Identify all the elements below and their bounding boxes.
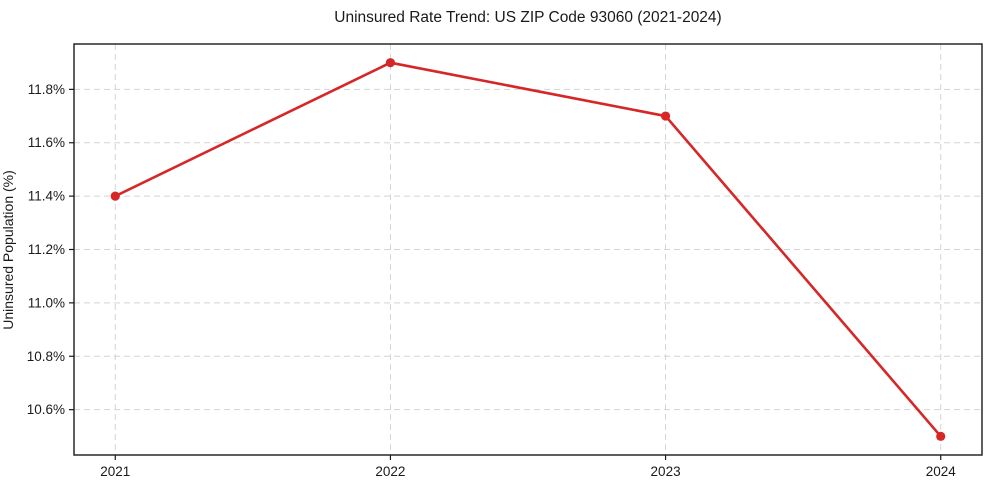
data-point-marker: [385, 58, 396, 68]
y-tick-label: 11.6%: [28, 135, 65, 150]
y-tick-label: 11.8%: [28, 82, 65, 97]
data-point-marker: [936, 431, 946, 441]
x-tick-label: 2024: [926, 464, 957, 479]
y-tick-label: 10.8%: [27, 349, 65, 364]
data-point-marker: [110, 191, 120, 201]
x-tick-label: 2021: [100, 464, 130, 479]
data-point-marker: [660, 111, 671, 121]
y-tick-label: 11.2%: [28, 242, 65, 257]
trend-line: [113, 61, 943, 438]
y-tick-label: 11.0%: [28, 295, 65, 310]
x-tick-label: 2022: [375, 464, 405, 479]
x-tick-label: 2023: [651, 464, 681, 479]
y-tick-label: 11.4%: [28, 189, 65, 204]
chart-title: Uninsured Rate Trend: US ZIP Code 93060 …: [334, 9, 722, 26]
y-tick-label: 10.6%: [27, 402, 65, 417]
